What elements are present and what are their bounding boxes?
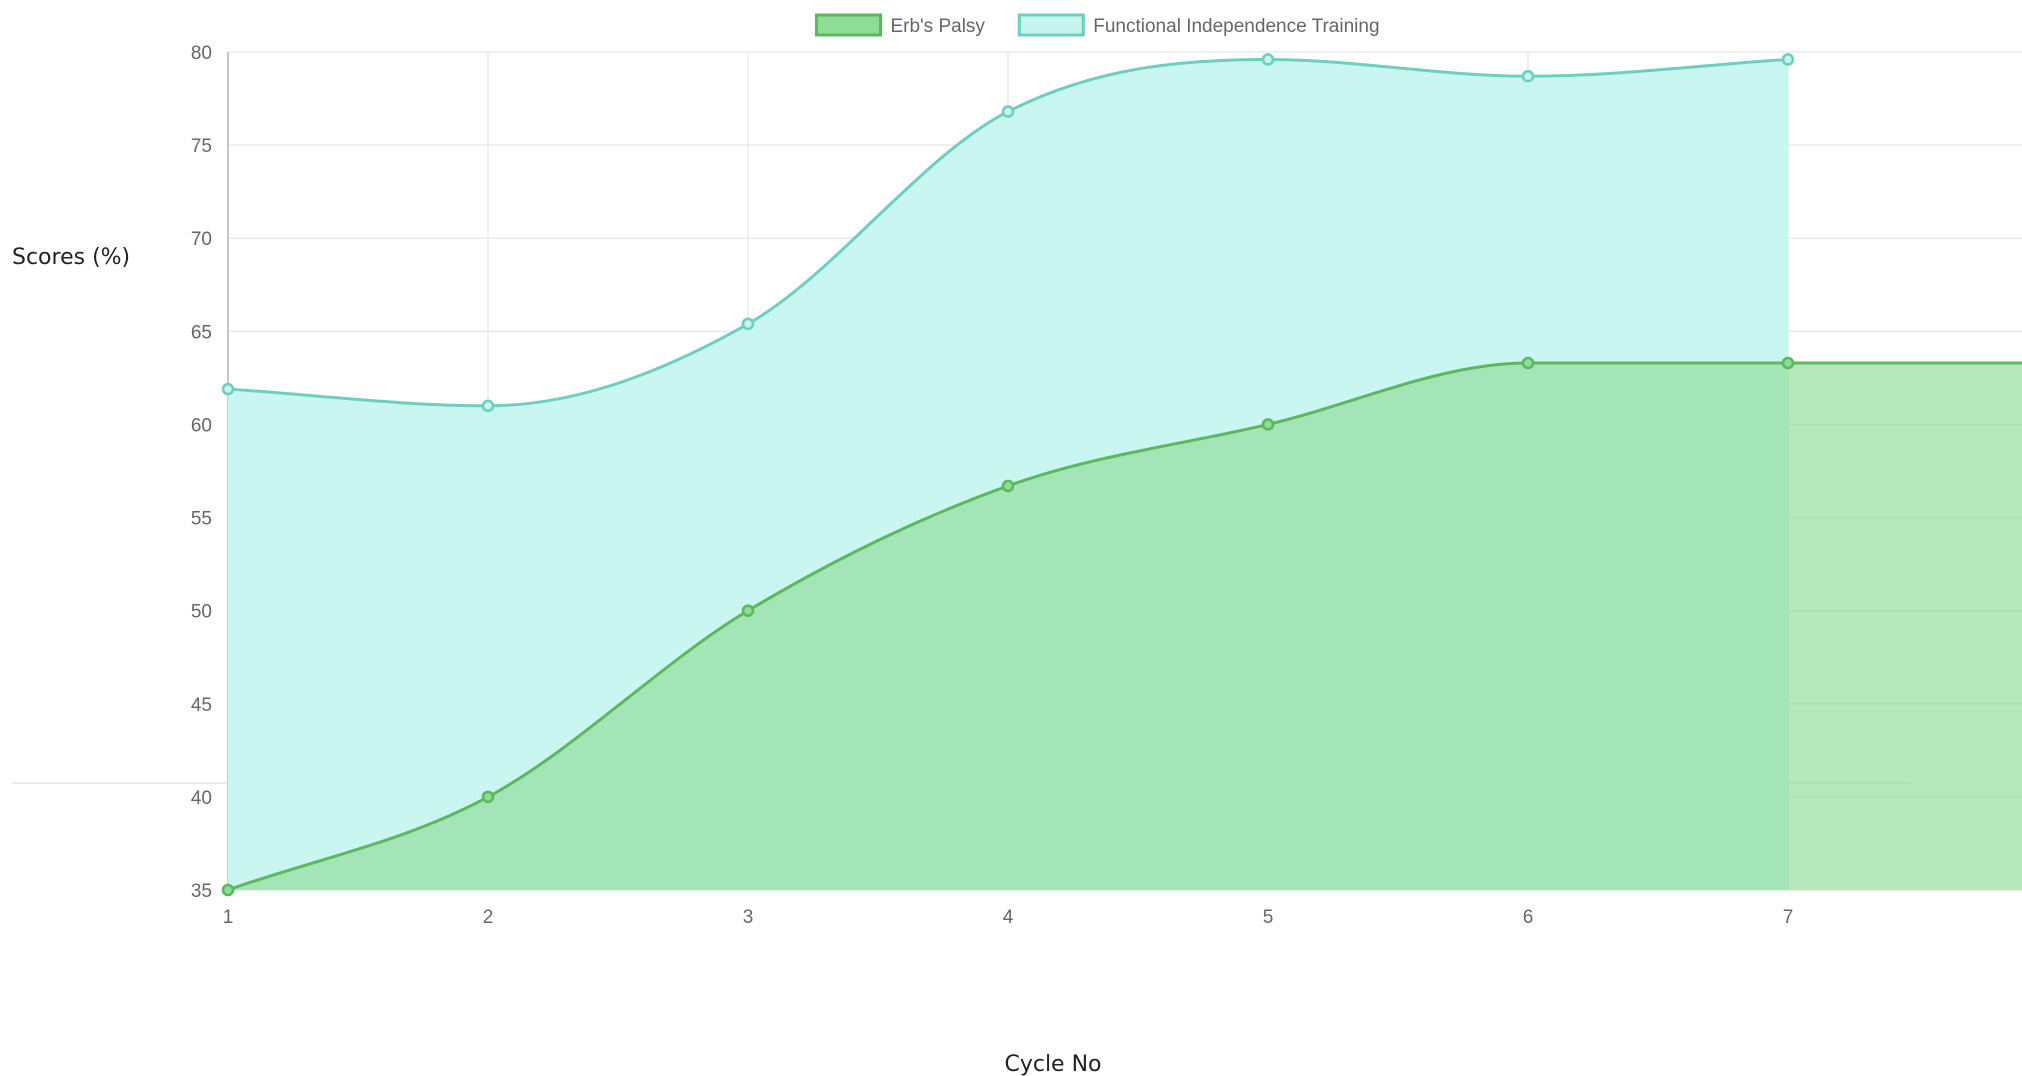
y-tick-label: 70 <box>191 229 212 250</box>
data-points <box>221 53 1795 897</box>
x-tick-label: 4 <box>1003 907 1014 928</box>
data-point-functional-independence-training[interactable] <box>1001 105 1015 118</box>
data-point-erb-s-palsy[interactable] <box>221 883 235 897</box>
data-point-functional-independence-training[interactable] <box>741 317 755 331</box>
data-point-functional-independence-training[interactable] <box>221 382 235 396</box>
legend-label-functional-independence-training[interactable]: Functional Independence Training <box>1093 16 1379 37</box>
data-point-functional-independence-training[interactable] <box>1261 53 1275 66</box>
data-point-functional-independence-training[interactable] <box>1781 53 1795 66</box>
legend-swatch-erb-s-palsy[interactable] <box>814 13 882 37</box>
y-tick-label: 80 <box>191 43 212 64</box>
legend-label-erb-s-palsy[interactable]: Erb's Palsy <box>890 16 985 37</box>
data-point-erb-s-palsy[interactable] <box>1261 418 1275 431</box>
x-tick-label: 3 <box>743 907 754 928</box>
y-tick-label: 40 <box>191 788 212 809</box>
y-tick-label: 65 <box>191 322 212 343</box>
y-tick-label: 60 <box>191 415 212 436</box>
legend-swatch-functional-independence-training[interactable] <box>1017 13 1085 37</box>
y-tick-label: 35 <box>191 881 212 902</box>
x-tick-label: 5 <box>1263 907 1274 928</box>
legend[interactable]: Erb's Palsy Functional Independence Train… <box>814 13 1380 37</box>
data-point-erb-s-palsy[interactable] <box>1001 479 1015 493</box>
data-point-functional-independence-training[interactable] <box>481 399 495 413</box>
x-tick-label: 2 <box>483 907 494 928</box>
y-tick-label: 75 <box>191 136 212 157</box>
y-tick-label: 55 <box>191 509 212 530</box>
x-tick-label: 1 <box>223 907 234 928</box>
x-axis-title: Cycle No <box>1004 1052 1101 1076</box>
x-tick-label: 7 <box>1783 907 1794 928</box>
data-point-erb-s-palsy[interactable] <box>1521 356 1535 370</box>
data-point-erb-s-palsy[interactable] <box>481 790 495 804</box>
data-point-erb-s-palsy[interactable] <box>741 604 755 617</box>
data-point-erb-s-palsy[interactable] <box>1781 356 1795 370</box>
area-fill-erb-s-palsy <box>228 362 2022 891</box>
y-tick-label: 50 <box>191 602 212 623</box>
x-tick-label: 6 <box>1523 907 1534 928</box>
y-tick-label: 45 <box>191 695 212 716</box>
data-point-functional-independence-training[interactable] <box>1521 69 1535 83</box>
y-axis-title: Scores (%) <box>12 245 130 270</box>
series-fills <box>228 59 2022 891</box>
